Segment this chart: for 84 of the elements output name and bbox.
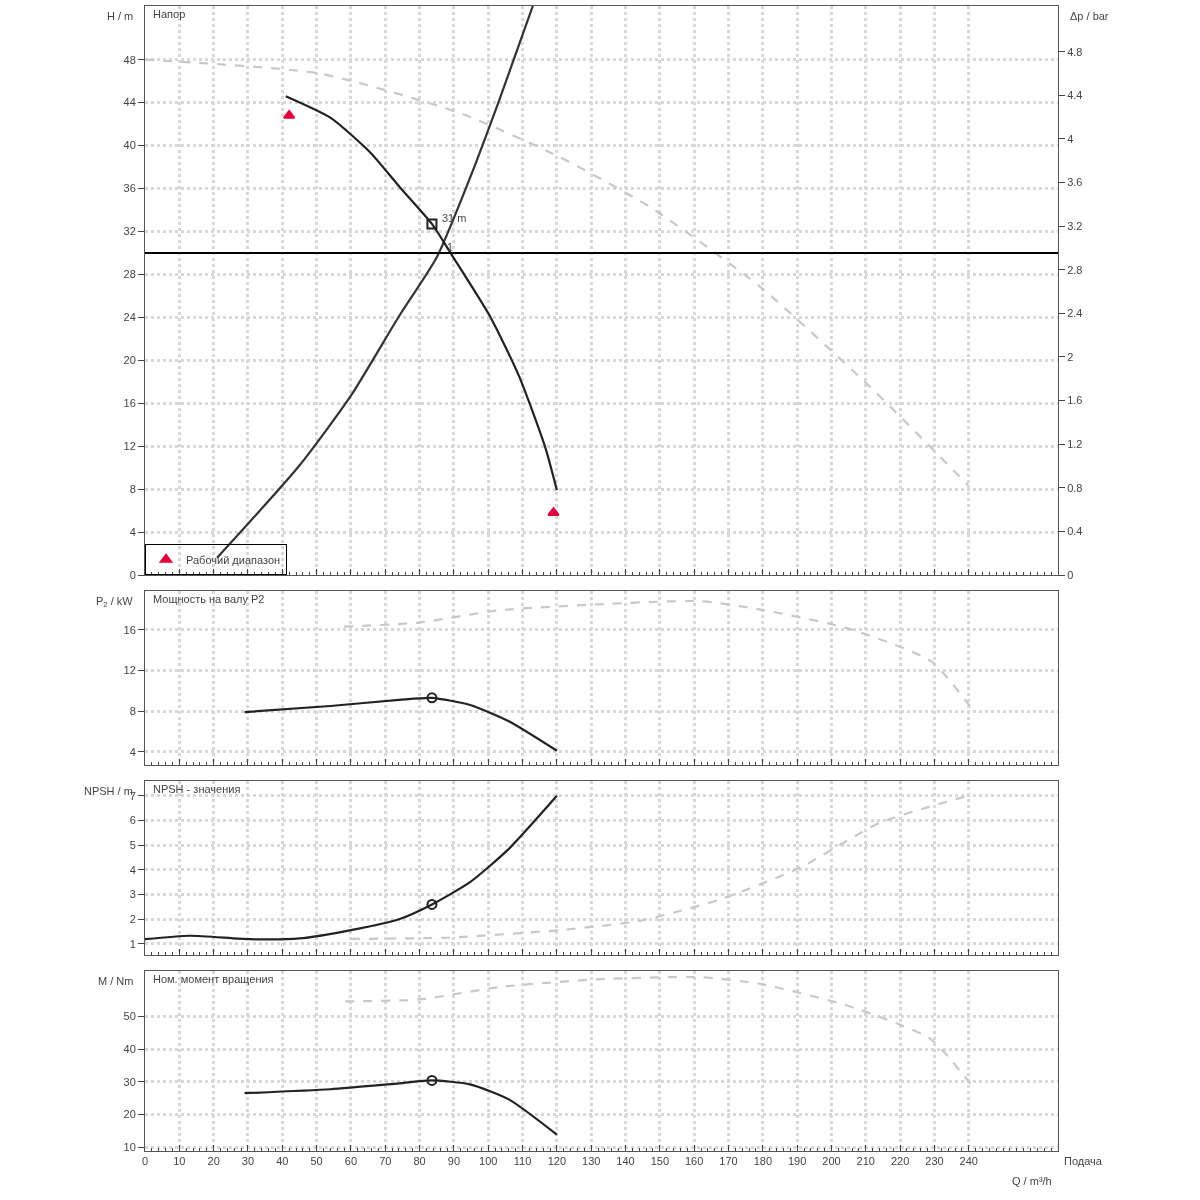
x-tick-label: 90 xyxy=(447,1155,461,1168)
legend-label: Рабочий диапазон xyxy=(186,553,281,566)
y-tick-label: 16 xyxy=(123,623,136,636)
x-tick-label: 200 xyxy=(822,1155,841,1168)
line-series xyxy=(145,794,558,941)
y2-tick-label: 0.4 xyxy=(1067,525,1083,538)
annotation: 31 m xyxy=(442,212,467,224)
y-tick-label: 8 xyxy=(129,704,136,717)
line-series xyxy=(284,95,558,492)
chart-title: Ном. момент вращения xyxy=(153,973,274,985)
y-tick-label: 40 xyxy=(123,1042,136,1055)
y-tick-label: 12 xyxy=(123,664,136,677)
y2-tick-label: 4.8 xyxy=(1067,45,1083,58)
x-tick-label: 170 xyxy=(719,1155,738,1168)
x-tick-label: 140 xyxy=(616,1155,635,1168)
y-axis-title: P$_{2}$ / kW xyxy=(96,595,134,610)
text: Подача xyxy=(1064,1155,1103,1167)
y-tick-label: 44 xyxy=(123,96,136,109)
y2-tick-label: 2.8 xyxy=(1067,263,1083,276)
x-tick-label: 160 xyxy=(684,1155,704,1168)
x-tick-label: 190 xyxy=(787,1155,807,1168)
x-tick-label: 80 xyxy=(413,1155,426,1168)
y2-axis-title: Δp / bar xyxy=(1070,10,1109,22)
line-series xyxy=(344,975,974,1088)
y-tick-label: 24 xyxy=(123,311,136,324)
y2-tick-label: 3.2 xyxy=(1067,220,1083,233)
y-tick-label: 5 xyxy=(129,839,136,852)
y-tick-label: 4 xyxy=(129,745,136,758)
chart-title: NPSH - значения xyxy=(153,783,241,795)
y-tick-label: 6 xyxy=(129,814,136,827)
point xyxy=(426,218,438,230)
y-tick-label: 12 xyxy=(123,440,136,453)
y2-tick-label: 2.4 xyxy=(1067,307,1083,320)
y-tick-label: 48 xyxy=(123,53,136,66)
y-axis-title: H / m xyxy=(107,10,134,22)
x-tick-label: 50 xyxy=(310,1155,323,1168)
y-tick-label: 10 xyxy=(123,1140,136,1153)
line-series xyxy=(145,58,970,487)
y-axis-title: M / Nm xyxy=(98,975,134,987)
x-tick-label: 180 xyxy=(753,1155,772,1168)
x-tick-label: 60 xyxy=(344,1155,358,1168)
x-tick-label: 120 xyxy=(547,1155,567,1168)
y-tick-label: 4 xyxy=(129,863,136,876)
x-axis-title: Q / m³/h xyxy=(1012,1175,1052,1187)
x-tick-label: 150 xyxy=(650,1155,670,1168)
x-tick-label: 0 xyxy=(141,1155,149,1168)
y-tick-label: 0 xyxy=(129,568,136,581)
y-tick-label: 32 xyxy=(123,225,136,238)
y-tick-label: 3 xyxy=(129,888,136,901)
y-tick-label: 8 xyxy=(129,482,136,495)
x-tick-label: 230 xyxy=(925,1155,944,1168)
y2-tick-label: 1.2 xyxy=(1067,438,1083,451)
y-tick-label: 36 xyxy=(123,182,136,195)
y-tick-label: 20 xyxy=(123,354,136,367)
x-tick-label: 110 xyxy=(513,1155,532,1168)
x-tick-label: 40 xyxy=(276,1155,289,1168)
y-tick-label: 50 xyxy=(123,1010,136,1023)
y-tick-label: 16 xyxy=(123,397,136,410)
x-tick-label: 20 xyxy=(207,1155,220,1168)
y-tick-label: 2 xyxy=(129,913,136,926)
y-tick-label: 40 xyxy=(123,139,136,152)
annotation: 1 xyxy=(447,241,454,253)
y2-tick-label: 4.4 xyxy=(1067,89,1083,102)
x-tick-label: 130 xyxy=(582,1155,601,1168)
x-tick-label: 100 xyxy=(479,1155,498,1168)
y-tick-label: 30 xyxy=(123,1075,136,1088)
y2-tick-label: 1.6 xyxy=(1067,394,1083,407)
x-tick-label: 10 xyxy=(173,1155,186,1168)
chart-title: Мощность на валу P2 xyxy=(153,593,265,605)
y-tick-label: 20 xyxy=(123,1108,136,1121)
y2-tick-label: 4 xyxy=(1067,132,1074,145)
chart-title: Напор xyxy=(153,8,186,20)
x-tick-label: 240 xyxy=(959,1155,978,1168)
y-tick-label: 1 xyxy=(129,937,136,950)
x-tick-label: 220 xyxy=(890,1155,910,1168)
x-tick-label: 70 xyxy=(379,1155,392,1168)
y2-tick-label: 0.8 xyxy=(1067,481,1083,494)
y2-tick-label: 3.6 xyxy=(1067,176,1083,189)
y-tick-label: 28 xyxy=(123,268,136,281)
x-tick-label: 30 xyxy=(241,1155,255,1168)
x-tick-label: 210 xyxy=(856,1155,875,1168)
y2-tick-label: 2 xyxy=(1067,350,1074,363)
y2-tick-label: 0 xyxy=(1067,568,1074,581)
y-tick-label: 4 xyxy=(129,525,136,538)
